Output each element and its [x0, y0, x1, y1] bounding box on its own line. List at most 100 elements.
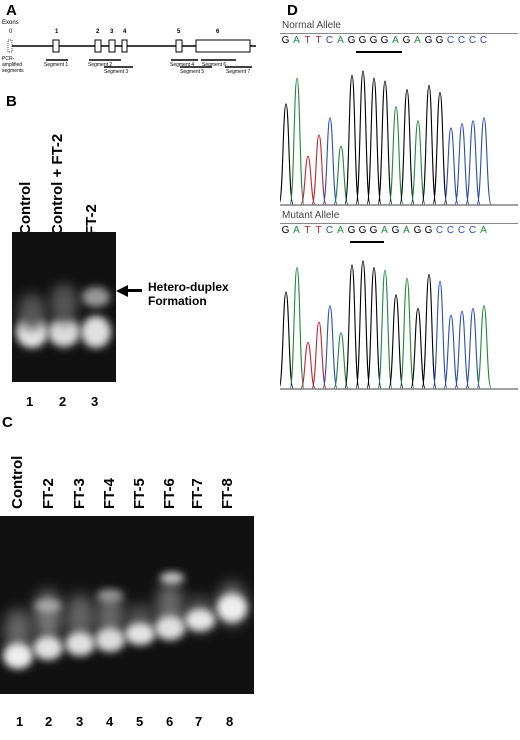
trace-peak [366, 267, 382, 389]
base-letter: G [424, 35, 433, 46]
lane-label-control-plus-ft2: Control + FT-2 [49, 133, 66, 235]
base-letter: G [347, 225, 356, 236]
arrow-shaft [126, 289, 142, 292]
lane-number-c-6: 6 [166, 714, 174, 729]
trace-peak [443, 127, 459, 205]
gel-c-bands [3, 572, 247, 669]
base-letter: T [315, 225, 322, 236]
trace-peak [465, 307, 481, 389]
trace-peak [322, 305, 338, 389]
gene-structure-diagram [7, 39, 256, 68]
trace-peak [344, 74, 360, 205]
trace-peak [454, 310, 470, 389]
base-letter: G [358, 225, 367, 236]
lane-label-ft2: FT-2 [83, 204, 100, 235]
base-letter: A [403, 225, 410, 236]
segment-5-label: Segment 5 [180, 69, 205, 75]
lane-label-c-ft8: FT-8 [219, 478, 236, 509]
lane-number-b-3: 3 [91, 394, 99, 409]
base-letter: A [381, 225, 388, 236]
base-letter: G [391, 225, 400, 236]
gene-map: Exons 0 PCR- amplified segments 1 2 3 4 … [0, 16, 270, 80]
heteroduplex-gel-b [12, 232, 116, 382]
panel-c-letter: C [2, 414, 13, 431]
lane-number-c-3: 3 [76, 714, 84, 729]
trace-peak [355, 70, 371, 205]
base-letter: C [457, 35, 466, 46]
trace-peak [421, 273, 437, 389]
base-letter: C [468, 225, 477, 236]
trace-peak [289, 267, 305, 389]
trace-peak [311, 321, 327, 389]
trace-peak [388, 294, 404, 389]
exon-4-number: 4 [123, 29, 127, 35]
base-letter: G [402, 35, 411, 46]
trace-peak [280, 103, 294, 205]
trace-peak [377, 269, 393, 389]
lane-label-c-ft5: FT-5 [131, 478, 148, 509]
trace-peak [333, 145, 349, 205]
trace-peak [410, 307, 426, 389]
normal-allele-title: Normal Allele [282, 20, 341, 31]
base-letter: C [468, 35, 477, 46]
base-letter: A [414, 35, 421, 46]
segment-6-label: Segment 6 [202, 62, 227, 68]
lane-number-b-1: 1 [26, 394, 34, 409]
trace-peak [410, 120, 426, 205]
pcr-label: PCR- amplified segments [2, 56, 24, 74]
exon-2-number: 2 [96, 29, 100, 35]
arrow-icon [116, 285, 128, 297]
trace-peak [476, 305, 492, 389]
base-letter: G [369, 225, 378, 236]
base-letter: T [304, 225, 311, 236]
trace-peak [300, 155, 316, 205]
base-letter: G [281, 35, 290, 46]
base-letter: C [325, 225, 334, 236]
base-letter: A [293, 225, 300, 236]
base-letter: C [457, 225, 466, 236]
base-letter: G [424, 225, 433, 236]
segment-1-label: Segment 1 [44, 62, 69, 68]
trace-peak [311, 134, 327, 205]
base-letter: C [446, 35, 455, 46]
panel-b-letter: B [6, 93, 17, 110]
segment-2-label: Segment 2 [88, 62, 113, 68]
trace-peak [366, 77, 382, 205]
lane-number-c-7: 7 [195, 714, 203, 729]
trace-peak [465, 120, 481, 205]
heteroduplex-gel-c [0, 516, 254, 694]
exon-3-number: 3 [110, 29, 114, 35]
panel-a-letter: A [6, 2, 17, 19]
trace-peak [399, 277, 415, 389]
lane-label-control: Control [17, 181, 34, 235]
lane-label-c-ft7: FT-7 [189, 478, 206, 509]
segment-3-label: Segment 3 [104, 69, 129, 75]
normal-trace-plot [280, 70, 518, 206]
lane-number-c-2: 2 [45, 714, 53, 729]
mutant-allele-title: Mutant Allele [282, 210, 340, 221]
lane-number-c-4: 4 [106, 714, 114, 729]
trace-peak [355, 260, 371, 389]
lane-number-c-8: 8 [226, 714, 234, 729]
lane-label-c-ft2: FT-2 [40, 478, 57, 509]
trace-peak [322, 117, 338, 205]
base-letter: G [435, 35, 444, 46]
lane-label-c-control: Control [9, 455, 26, 509]
base-letter: G [380, 35, 389, 46]
base-letter: A [293, 35, 300, 46]
lane-number-b-2: 2 [59, 394, 67, 409]
panel-d-letter: D [287, 2, 298, 19]
base-letter: A [480, 225, 487, 236]
lane-label-c-ft3: FT-3 [71, 478, 88, 509]
exon-6-number: 6 [216, 29, 220, 35]
trace-peak [333, 332, 349, 389]
exon-1-number: 1 [55, 29, 59, 35]
base-letter: A [337, 35, 344, 46]
trace-peak [300, 341, 316, 389]
trace-peak [432, 91, 448, 205]
trace-peak [443, 314, 459, 389]
segment-4-label: Segment 4 [170, 62, 195, 68]
